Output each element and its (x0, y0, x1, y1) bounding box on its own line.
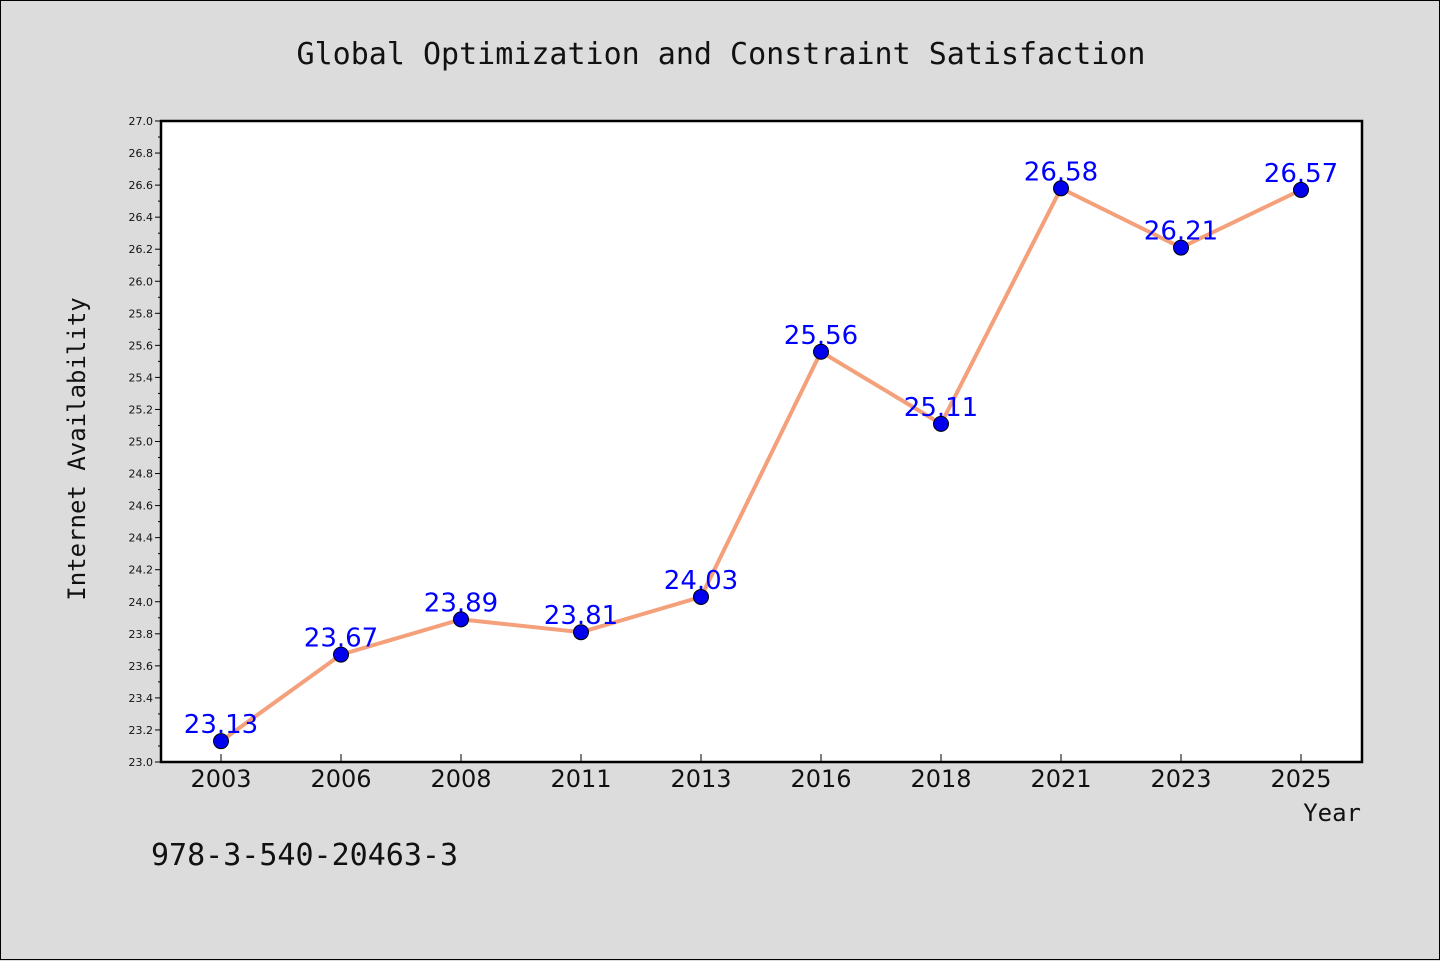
x-axis: 2003 2006 2008 2011 2013 2016 2018 2021 2023 2025 (190, 754, 1332, 793)
series-line (219, 186, 1302, 743)
x-tick-label: 2011 (550, 765, 611, 793)
x-axis-label: Year (1303, 799, 1361, 827)
data-point (933, 415, 949, 432)
data-point (573, 624, 589, 641)
y-tick-label: 25.6 (129, 339, 154, 352)
chart-title: Global Optimization and Constraint Satis… (297, 37, 1146, 72)
x-tick-label: 2025 (1270, 765, 1331, 793)
data-label: 26.58 (1024, 157, 1098, 187)
data-label: 25.11 (904, 393, 978, 423)
x-tick-label: 2018 (910, 765, 971, 793)
y-tick-label: 27.0 (129, 115, 154, 128)
data-label: 26.57 (1264, 159, 1338, 189)
data-label: 24.03 (664, 566, 738, 596)
isbn-annotation: 978-3-540-20463-3 (151, 838, 458, 873)
y-tick-label: 26.4 (129, 211, 154, 224)
y-tick-label: 24.6 (129, 500, 154, 513)
series-group: 23.13 23.67 23.89 23.81 24.03 25.56 25.11 26.58… (184, 157, 1338, 750)
plot-area (159, 119, 1364, 764)
y-axis: 23.0 23.2 23.4 23.6 23.8 24.0 24.2 24.4 24.6 24.8… (129, 115, 161, 769)
y-tick-label: 23.2 (129, 724, 154, 737)
y-tick-label: 26.8 (129, 147, 154, 160)
y-tick-label: 25.8 (129, 307, 154, 320)
y-tick-label: 25.4 (129, 371, 154, 384)
data-point (693, 588, 709, 605)
y-tick-label: 24.4 (129, 532, 154, 545)
y-tick-label: 24.0 (129, 596, 154, 609)
data-label: 23.89 (424, 588, 498, 618)
x-tick-label: 2008 (430, 765, 491, 793)
x-tick-label: 2003 (190, 765, 251, 793)
data-point (1293, 181, 1309, 198)
data-label: 26.21 (1144, 217, 1218, 247)
data-point (453, 611, 469, 628)
y-tick-label: 26.0 (129, 275, 154, 288)
x-tick-label: 2023 (1150, 765, 1211, 793)
y-tick-label: 25.2 (129, 403, 154, 416)
x-tick-label: 2021 (1030, 765, 1091, 793)
data-point (813, 343, 829, 360)
y-tick-label: 23.6 (129, 660, 154, 673)
data-point (333, 646, 349, 663)
y-tick-label: 23.4 (129, 692, 154, 705)
y-tick-label: 24.2 (129, 564, 154, 577)
y-tick-label: 24.8 (129, 468, 154, 481)
data-point (1053, 180, 1069, 197)
y-axis-label: Internet Availability (63, 297, 91, 600)
data-label: 23.13 (184, 710, 258, 740)
data-point (1173, 239, 1189, 256)
data-label: 23.67 (304, 624, 378, 654)
x-tick-label: 2006 (310, 765, 371, 793)
y-tick-label: 26.6 (129, 179, 154, 192)
x-tick-label: 2016 (790, 765, 851, 793)
data-label: 25.56 (784, 321, 858, 351)
data-label: 23.81 (544, 601, 618, 631)
y-tick-label: 23.0 (129, 756, 154, 769)
y-tick-label: 23.8 (129, 628, 154, 641)
y-tick-label: 25.0 (129, 436, 154, 449)
y-tick-label: 26.2 (129, 243, 154, 256)
data-point (213, 733, 229, 750)
x-tick-label: 2013 (670, 765, 731, 793)
